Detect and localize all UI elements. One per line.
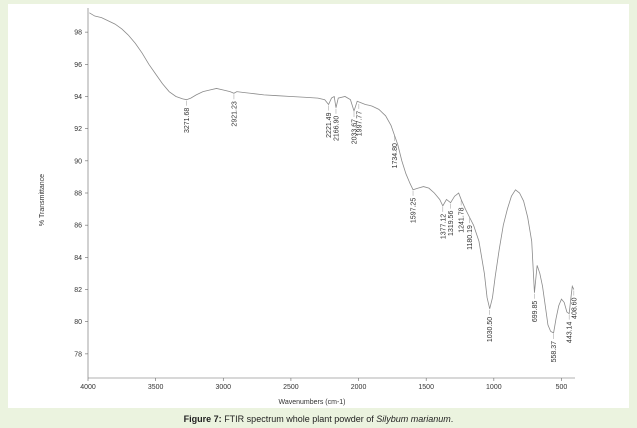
x-tick-label: 2500 (283, 384, 299, 391)
x-tick-label: 1500 (418, 384, 434, 391)
peak-label: 2166.90 (333, 116, 340, 141)
y-tick-label: 82 (74, 287, 82, 294)
peak-label: 1734.80 (392, 143, 399, 168)
peak-label: 1030.50 (487, 317, 494, 342)
figure-panel: 78 80 82 84 86 88 90 92 94 96 98 4000 3500 3000 2500 2… (8, 4, 629, 408)
y-tick-label: 98 (74, 30, 82, 37)
plot-frame (87, 8, 575, 379)
x-tick-label: 3000 (215, 384, 231, 391)
x-tick-label: 500 (556, 384, 568, 391)
peak-label: 558.37 (551, 341, 558, 363)
ftir-chart: 78 80 82 84 86 88 90 92 94 96 98 4000 3500 3000 2500 2… (39, 8, 578, 406)
peak-label: 2033.67 (352, 119, 359, 144)
y-tick-label: 92 (74, 126, 82, 133)
x-tick-label: 1000 (486, 384, 502, 391)
species-name: Silybum marianum (376, 414, 451, 424)
caption-end: . (450, 414, 454, 424)
y-axis-ticks: 78 80 82 84 86 88 90 92 94 96 98 (74, 30, 88, 358)
peak-label: 443.14 (567, 322, 574, 344)
y-tick-label: 96 (74, 62, 82, 69)
y-tick-label: 90 (74, 158, 82, 165)
x-axis-title: Wavenumbers (cm-1) (278, 399, 345, 406)
peak-label: 699.85 (532, 301, 539, 323)
y-tick-label: 88 (74, 191, 82, 198)
y-axis-title: % Transmittance (39, 174, 46, 226)
caption-text: FTIR spectrum whole plant powder of (221, 414, 377, 424)
y-tick-label: 78 (74, 351, 82, 358)
peak-label: 408.60 (571, 297, 578, 319)
y-tick-label: 80 (74, 319, 82, 326)
figure-caption: Figure 7: FTIR spectrum whole plant powd… (0, 414, 637, 424)
peak-label: 1180.19 (467, 225, 474, 250)
peak-label: 1241.78 (459, 207, 466, 232)
y-tick-label: 84 (74, 255, 82, 262)
spectrum-line (89, 12, 575, 334)
peak-label: 1377.12 (440, 214, 447, 239)
peak-label: 1597.25 (411, 198, 418, 223)
peak-label: 3271.68 (184, 108, 191, 133)
peak-labels: 3271.68 2921.23 2221.49 2166.90 2033.671997.… (184, 101, 578, 362)
figure-number: Figure 7: (183, 414, 222, 424)
peak-lines (186, 94, 575, 339)
x-axis-ticks: 4000 3500 3000 2500 2000 1500 1000 500 (80, 378, 567, 391)
peak-label: 2921.23 (231, 101, 238, 126)
x-tick-label: 3500 (148, 384, 164, 391)
peak-label: 1319.56 (448, 211, 455, 236)
y-tick-label: 94 (74, 94, 82, 101)
peak-label: 1997.77 (356, 111, 363, 136)
peak-label: 2221.49 (326, 112, 333, 137)
y-tick-label: 86 (74, 223, 82, 230)
x-tick-label: 4000 (80, 384, 96, 391)
x-tick-label: 2000 (351, 384, 367, 391)
